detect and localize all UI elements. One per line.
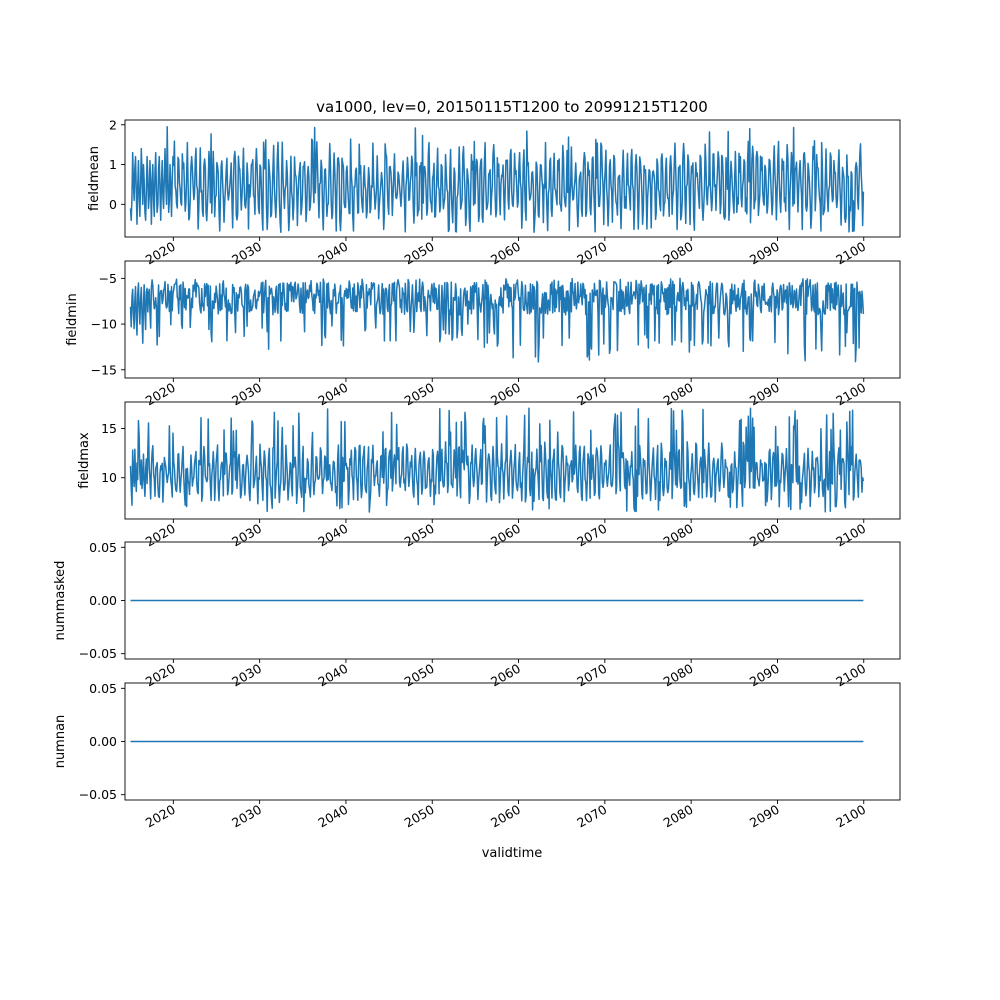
x-tick-label: 2020 — [143, 802, 178, 831]
x-tick-label: 2080 — [661, 521, 696, 550]
x-axis-label: validtime — [482, 846, 543, 861]
x-tick-label: 2070 — [574, 661, 609, 690]
x-tick-label: 2020 — [143, 380, 178, 409]
y-tick-label: 10 — [101, 470, 117, 485]
x-tick-label: 2090 — [747, 380, 782, 409]
series-line-fieldmin — [129, 277, 865, 363]
x-tick-label: 2050 — [402, 239, 437, 268]
x-tick-label: 2050 — [402, 521, 437, 550]
axes-frame-fieldmean — [124, 119, 901, 238]
x-tick-label: 2030 — [229, 802, 264, 831]
y-tick-label: 0.00 — [89, 593, 117, 608]
x-tick-label: 2060 — [488, 380, 523, 409]
x-tick-label: 2050 — [402, 661, 437, 690]
y-tick-label: −0.05 — [79, 787, 117, 802]
x-tick-label: 2040 — [315, 239, 350, 268]
x-tick-label: 2030 — [229, 239, 264, 268]
x-tick-label: 2100 — [833, 802, 868, 831]
x-tick-label: 2060 — [488, 239, 523, 268]
y-axis-label: fieldmean — [87, 146, 102, 211]
x-tick-label: 2070 — [574, 802, 609, 831]
panel-fieldmax: 10 15 2020 2030 2040 2050 2060 2070 2080 2090 2100… — [77, 401, 901, 550]
y-tick-label: −15 — [91, 362, 117, 377]
x-tick-label: 2070 — [574, 521, 609, 550]
x-tick-label: 2060 — [488, 802, 523, 831]
x-tick-label: 2090 — [747, 521, 782, 550]
y-tick-label: 0 — [109, 197, 117, 212]
x-tick-label: 2100 — [833, 380, 868, 409]
panel-fieldmean: 0 1 2 2020 2030 2040 2050 2060 2070 2080 2090 2100 f… — [87, 117, 901, 268]
x-tick-label: 2100 — [833, 661, 868, 690]
x-tick-label: 2030 — [229, 661, 264, 690]
x-tick-label: 2020 — [143, 239, 178, 268]
x-tick-label: 2050 — [402, 802, 437, 831]
x-tick-label: 2090 — [747, 239, 782, 268]
panel-numnan: −0.05 0.00 0.05 2020 2030 2040 2050 2060 2070 208… — [53, 681, 901, 831]
y-tick-label: −0.05 — [79, 646, 117, 661]
x-tick-label: 2090 — [747, 661, 782, 690]
panel-fieldmin: −15 −10 −5 2020 2030 2040 2050 2060 2070 2080 2090… — [65, 260, 901, 409]
x-tick-label: 2070 — [574, 239, 609, 268]
x-tick-label: 2020 — [143, 661, 178, 690]
chart-title: va1000, lev=0, 20150115T1200 to 20991215… — [316, 98, 708, 116]
y-tick-label: 0.05 — [89, 540, 117, 555]
x-tick-label: 2070 — [574, 380, 609, 409]
x-tick-label: 2080 — [661, 380, 696, 409]
x-tick-label: 2060 — [488, 521, 523, 550]
x-tick-label: 2060 — [488, 661, 523, 690]
panel-nummasked: −0.05 0.00 0.05 2020 2030 2040 2050 2060 2070 208… — [53, 540, 901, 690]
x-tick-label: 2040 — [315, 661, 350, 690]
x-tick-label: 2020 — [143, 521, 178, 550]
y-axis-label: fieldmax — [77, 432, 92, 489]
axes-frame-fieldmax — [124, 401, 901, 520]
x-tick-label: 2080 — [661, 661, 696, 690]
x-tick-label: 2100 — [833, 239, 868, 268]
y-tick-label: 2 — [109, 117, 117, 132]
y-tick-label: 0.00 — [89, 734, 117, 749]
x-tick-label: 2080 — [661, 239, 696, 268]
x-tick-label: 2040 — [315, 802, 350, 831]
x-tick-label: 2090 — [747, 802, 782, 831]
y-axis-label: numnan — [53, 715, 68, 769]
x-tick-label: 2100 — [833, 521, 868, 550]
y-tick-label: −5 — [99, 271, 117, 286]
y-tick-label: 0.05 — [89, 681, 117, 696]
x-tick-label: 2040 — [315, 380, 350, 409]
series-line-fieldmax — [129, 407, 865, 513]
y-axis-label: nummasked — [53, 561, 68, 641]
axes-frame-fieldmin — [124, 260, 901, 379]
series-line-fieldmean — [129, 126, 865, 233]
y-tick-label: −10 — [91, 317, 117, 332]
y-axis-label: fieldmin — [65, 293, 80, 346]
x-tick-label: 2080 — [661, 802, 696, 831]
x-tick-label: 2030 — [229, 521, 264, 550]
y-tick-label: 15 — [101, 421, 117, 436]
x-tick-label: 2040 — [315, 521, 350, 550]
x-tick-label: 2030 — [229, 380, 264, 409]
y-tick-label: 1 — [109, 157, 117, 172]
x-tick-label: 2050 — [402, 380, 437, 409]
